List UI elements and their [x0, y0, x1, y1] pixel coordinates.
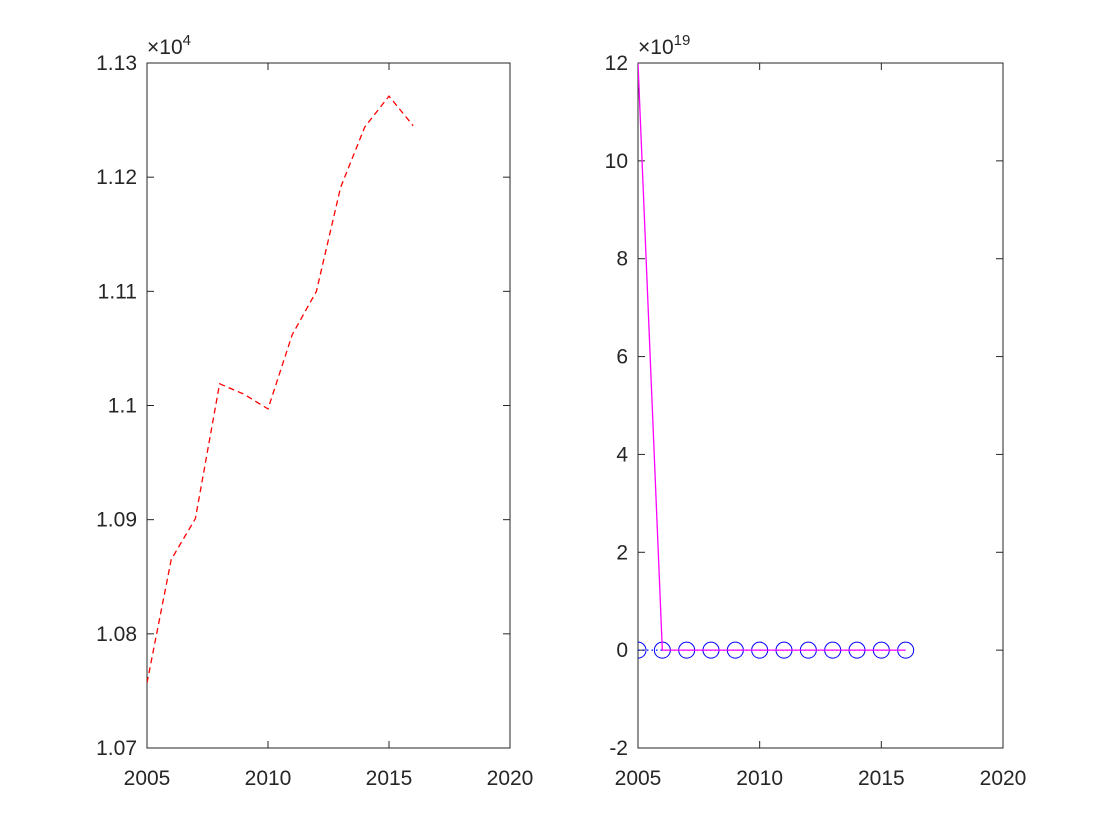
right-axes-box [637, 62, 1004, 749]
right-series-0-marker [638, 641, 647, 659]
left-y-tick-label: 1.13 [96, 52, 137, 75]
left-y-multiplier-base: ×10 [147, 36, 183, 59]
right-y-tick-label: -2 [609, 737, 628, 760]
right-plot-area [638, 63, 915, 659]
left-x-tick-label: 2015 [366, 767, 413, 790]
right-y-tick-label: 0 [616, 639, 628, 662]
left-y-tick-label: 1.11 [98, 280, 137, 303]
right-y-tick-label: 12 [605, 52, 628, 75]
right-x-tick-label: 2005 [615, 767, 662, 790]
left-y-tick-label: 1.1 [108, 395, 137, 418]
left-y-multiplier-exp: 4 [183, 32, 191, 49]
left-y-multiplier: ×104 [147, 32, 191, 59]
left-x-tick-label: 2010 [245, 767, 292, 790]
right-y-multiplier-base: ×10 [638, 36, 674, 59]
left-y-tick-label: 1.08 [96, 623, 137, 646]
left-plot-area [147, 95, 414, 684]
right-series-1-line [638, 63, 906, 651]
left-series-0-line [147, 95, 414, 684]
right-y-tick-label: 4 [616, 443, 628, 466]
right-x-tick-label: 2015 [858, 767, 905, 790]
right-y-tick-label: 6 [616, 346, 628, 369]
right-y-multiplier-exp: 19 [674, 32, 691, 49]
right-y-tick-label: 8 [616, 248, 628, 271]
right-y-tick-label: 2 [616, 541, 628, 564]
left-y-tick-label: 1.12 [96, 166, 137, 189]
right-x-tick-label: 2010 [736, 767, 783, 790]
left-y-tick-label: 1.09 [96, 509, 137, 532]
right-y-multiplier: ×1019 [638, 32, 690, 59]
left-axes: 2005 2010 2015 2020 1.07 1.08 1.09 1.1 1.11 1.12 1… [96, 32, 533, 790]
right-x-tick-label: 2020 [980, 767, 1027, 790]
right-y-tick-label: 10 [605, 150, 628, 173]
left-x-tick-label: 2005 [124, 767, 171, 790]
right-axes: 2005 2010 2015 2020 -2 0 2 4 6 8 10 12 ×1019 [605, 32, 1027, 790]
left-x-tick-label: 2020 [487, 767, 534, 790]
left-y-tick-label: 1.07 [96, 737, 137, 760]
